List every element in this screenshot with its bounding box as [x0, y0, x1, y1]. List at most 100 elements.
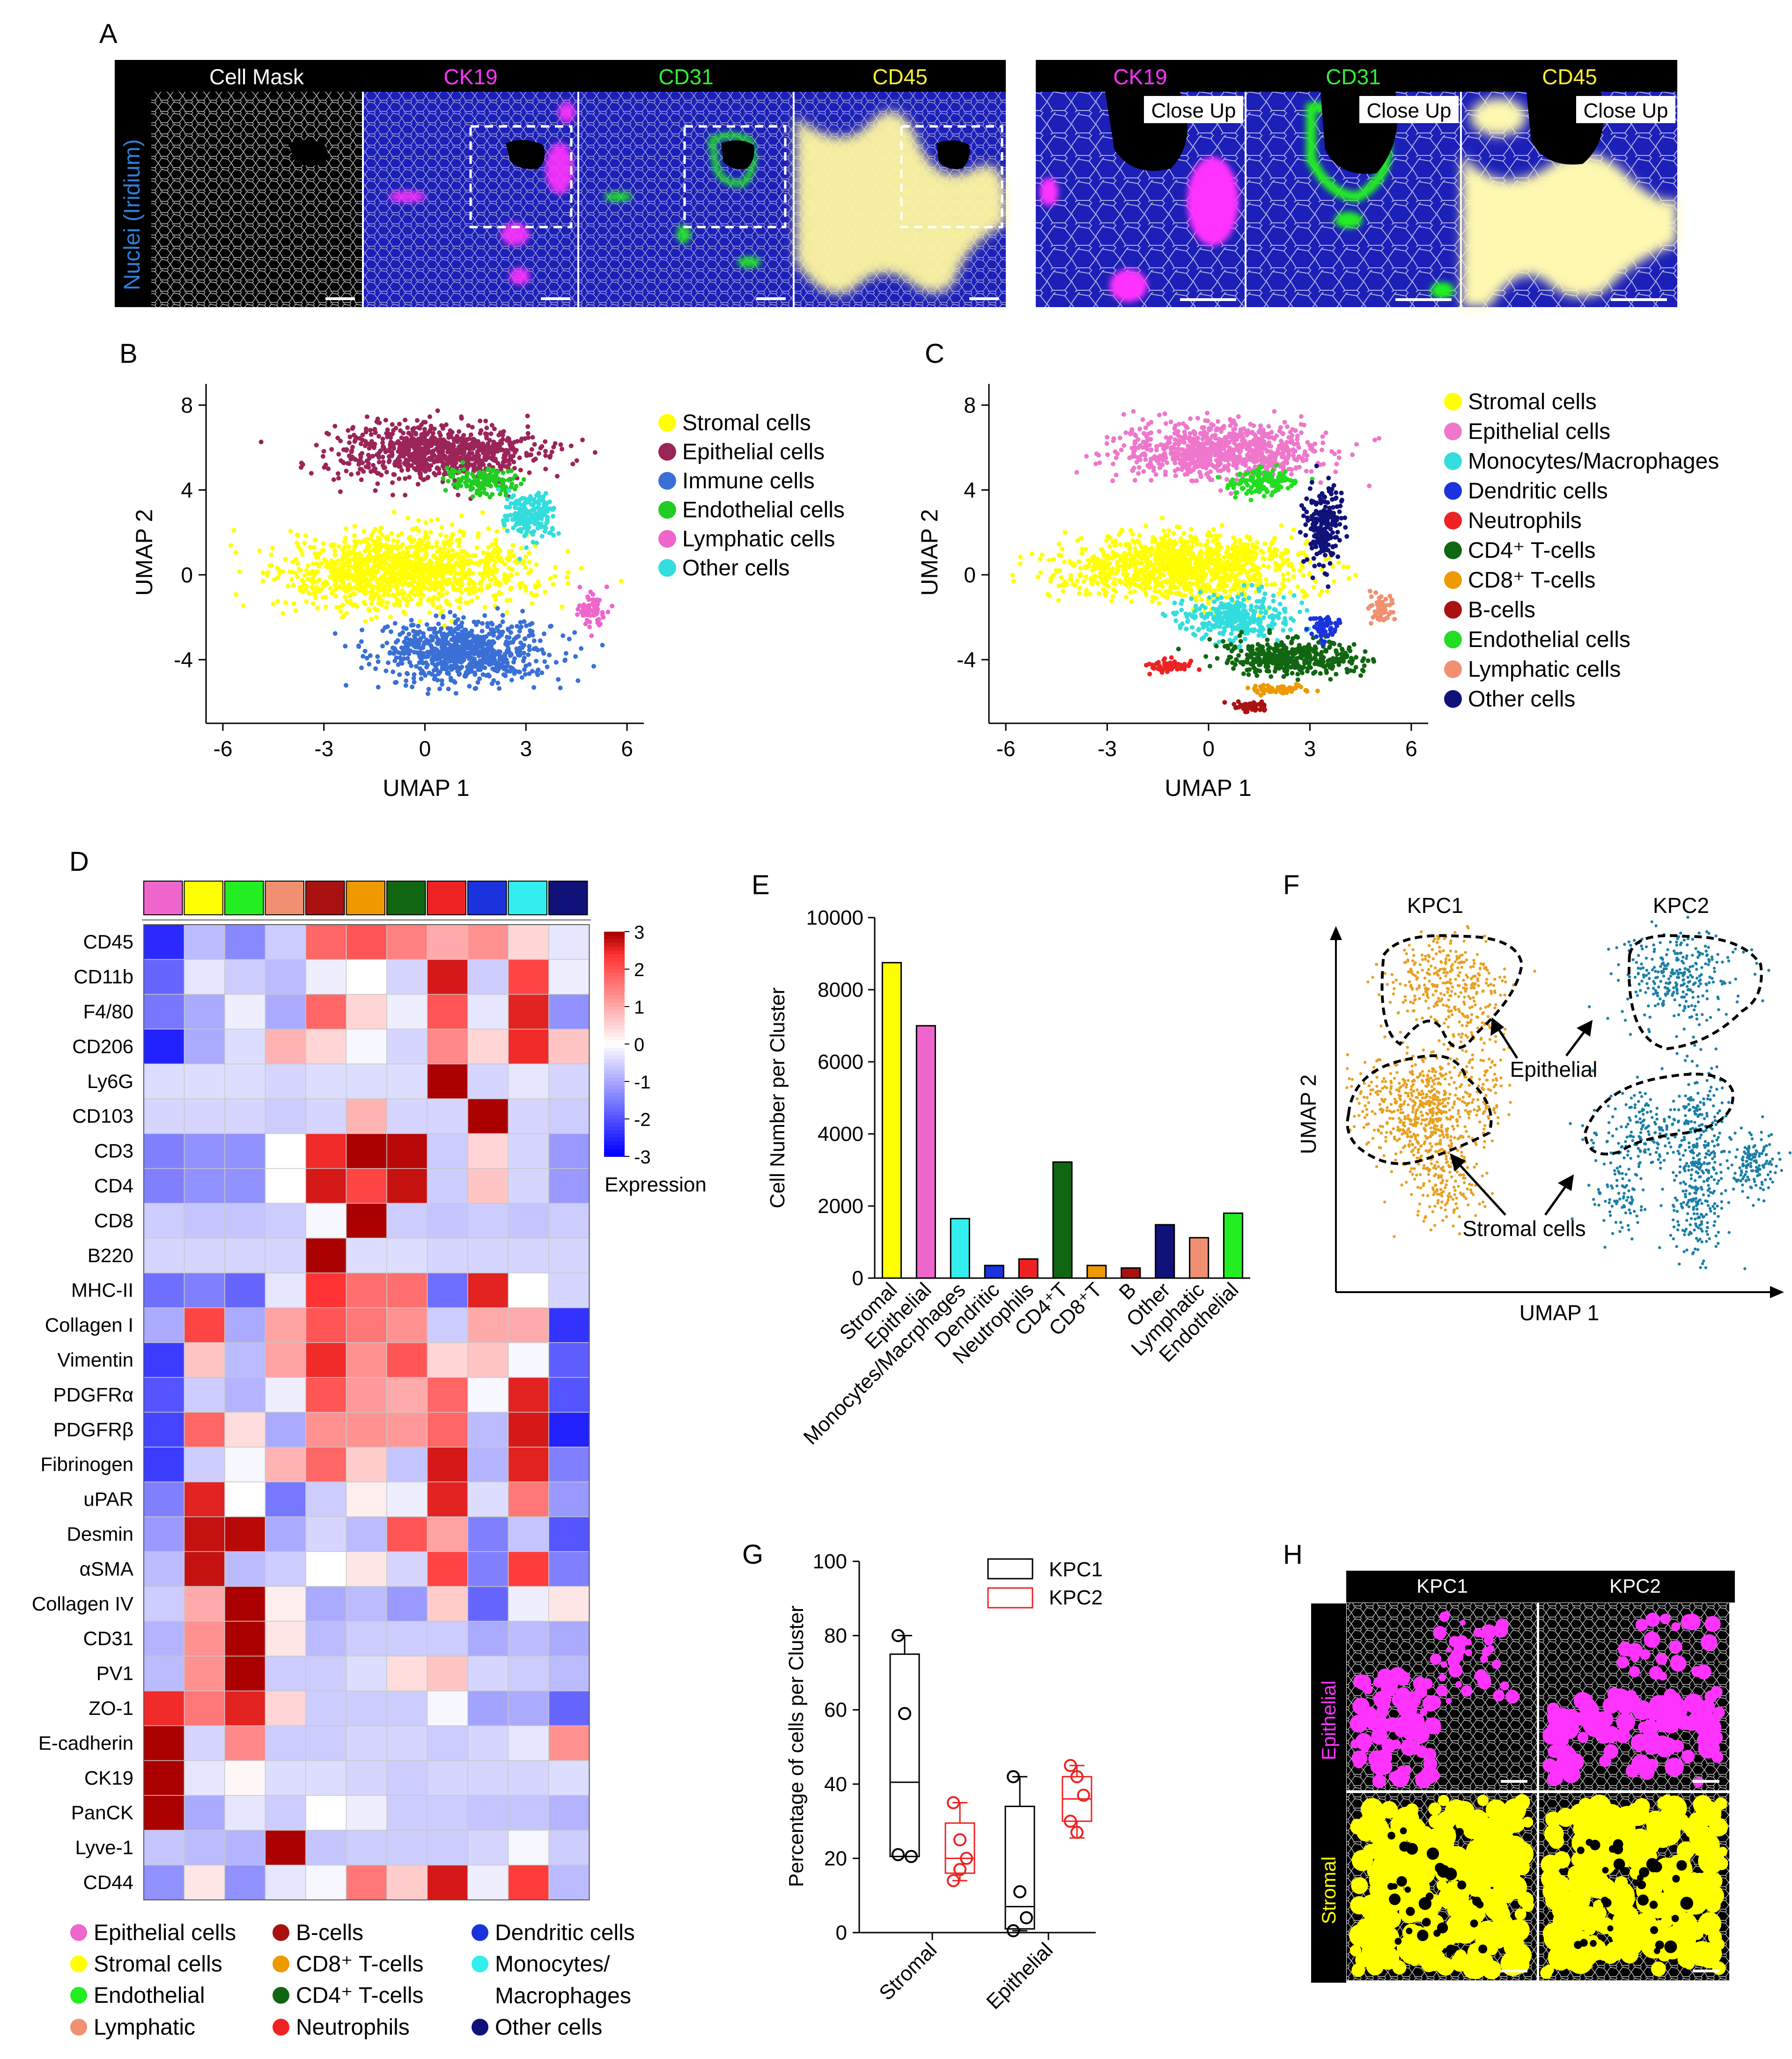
umapB-point [451, 442, 456, 447]
umapC-point [1048, 579, 1053, 584]
umapC-point [1295, 441, 1300, 446]
umapB-point [425, 432, 430, 437]
umapB-point [465, 478, 470, 483]
umapB-point [492, 667, 497, 672]
umapC-point [1307, 571, 1312, 576]
umapB-point [509, 567, 515, 572]
umapB-point [310, 601, 316, 606]
umapB-point [386, 593, 391, 598]
umap-b-x-label: UMAP 1 [383, 775, 469, 801]
umapC-point [1132, 448, 1137, 453]
umapB-point [440, 634, 445, 640]
umapB-point [478, 465, 483, 470]
umapB-point [530, 669, 535, 674]
umapB-point [428, 424, 434, 428]
umapC-point [1186, 449, 1191, 454]
umapB-point [465, 456, 471, 461]
umapB-point [605, 610, 611, 615]
umapB-point [376, 434, 381, 439]
umapB-point [575, 678, 581, 683]
umapB-point [368, 653, 373, 658]
umapB-point [336, 544, 341, 549]
umapB-point [419, 574, 424, 579]
umapC-point [1281, 448, 1286, 453]
umapB-cluster-4 [575, 584, 615, 638]
umapC-point [1188, 527, 1194, 532]
umapB-point [466, 639, 471, 644]
umapB-point [339, 458, 343, 463]
umapB-point [345, 599, 350, 604]
umapB-point [565, 549, 570, 554]
umapB-xtick: -6 [214, 736, 233, 761]
umapC-point [1219, 429, 1224, 434]
umapC-point [1234, 460, 1239, 465]
umapB-point [526, 499, 531, 504]
umapB-point [280, 569, 285, 574]
umapC-point [1143, 425, 1148, 430]
umapB-point [512, 466, 517, 471]
umapC-point [1320, 440, 1326, 445]
umapB-point [481, 490, 487, 495]
umapC-point [1285, 571, 1291, 576]
umapB-point [397, 551, 402, 556]
umapB-point [339, 586, 345, 591]
umapB-point [392, 544, 397, 550]
umapB-point [446, 670, 451, 675]
umapB-point [493, 456, 498, 462]
umapB-point [556, 531, 561, 536]
umapB-point [359, 477, 364, 482]
umapB-point [411, 629, 416, 634]
umapB-point [543, 589, 547, 595]
umapC-point [1173, 460, 1178, 465]
umapB-point [437, 430, 442, 435]
umapC-point [1276, 451, 1282, 456]
umapC-point [1214, 458, 1219, 463]
umapB-point [431, 554, 436, 559]
umapB-point [509, 677, 514, 683]
umapB-point [453, 691, 458, 696]
umapB-point [390, 422, 395, 427]
umapC-point [1078, 566, 1083, 571]
umapB-point [397, 672, 402, 677]
umapB-point [310, 561, 316, 566]
umapB-point [435, 637, 441, 642]
umapB-ytick: 8 [181, 393, 193, 417]
umapB-point [538, 507, 544, 513]
umapB-point [395, 591, 400, 596]
umapB-point [526, 633, 531, 639]
umapC-point [1309, 469, 1314, 474]
umapB-point [523, 584, 528, 589]
umapB-point [536, 491, 541, 496]
umapC-point [1195, 435, 1201, 441]
umapC-point [1318, 480, 1323, 485]
umapB-point [369, 439, 374, 444]
umapB-point [478, 419, 483, 424]
umapB-point [489, 423, 494, 428]
umapB-point [372, 427, 377, 432]
umapB-point [595, 620, 600, 625]
umapB-point [391, 651, 397, 656]
umapC-point [1323, 430, 1328, 435]
umapB-point [380, 444, 385, 449]
umapC-point [1241, 426, 1246, 431]
umapB-point [425, 691, 430, 696]
umapB-point [413, 432, 419, 437]
umapB-point [384, 470, 389, 475]
umapB-legend-swatch [658, 414, 676, 432]
umapB-point [528, 567, 533, 573]
umapC-point [1220, 452, 1225, 457]
umapB-point [541, 498, 546, 503]
umapB-point [347, 550, 352, 555]
umapB-point [580, 437, 585, 442]
umapC-point [1261, 443, 1266, 449]
umapB-point [368, 573, 373, 578]
umapB-point [401, 609, 406, 614]
umapB-point [444, 465, 450, 471]
umapB-point [448, 610, 453, 615]
umapB-point [395, 539, 400, 544]
umapC-point [1136, 471, 1141, 476]
umapC-point [1193, 452, 1198, 457]
umapB-point [399, 582, 405, 587]
umapB-point [440, 582, 445, 587]
